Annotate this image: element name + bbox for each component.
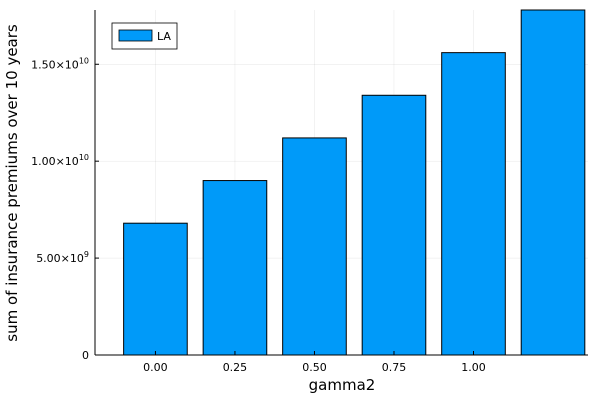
legend-swatch-la	[118, 29, 153, 42]
axes	[94, 10, 588, 356]
bar-1	[202, 180, 268, 356]
bar-4	[441, 52, 506, 356]
legend-label-la: LA	[157, 30, 171, 43]
bar-2	[282, 137, 347, 356]
y-tick-label-1: 5.00×109	[36, 250, 89, 265]
y-tick-label-0: 0	[82, 349, 89, 362]
x-tick-label-0: 0.00	[143, 361, 168, 374]
y-axis-label: sum of insurance premiums over 10 years	[3, 24, 21, 342]
x-axis-label: gamma2	[309, 376, 376, 394]
x-tick-label-4: 1.00	[461, 361, 486, 374]
bar-5	[520, 9, 586, 356]
x-tick-label-1: 0.25	[223, 361, 248, 374]
y-tick-label-3: 1.50×1010	[31, 56, 89, 71]
bar-3	[361, 94, 427, 356]
x-tick-label-2: 0.50	[302, 361, 327, 374]
legend: LA	[111, 22, 178, 50]
bar-0	[123, 222, 188, 356]
y-tick-labels: 0 5.00×109 1.00×1010 1.50×1010	[31, 56, 89, 362]
x-tick-label-3: 0.75	[382, 361, 407, 374]
bars	[123, 9, 586, 356]
y-tick-label-2: 1.00×1010	[31, 153, 89, 168]
x-tick-labels: 0.00 0.25 0.50 0.75 1.00	[143, 361, 486, 374]
